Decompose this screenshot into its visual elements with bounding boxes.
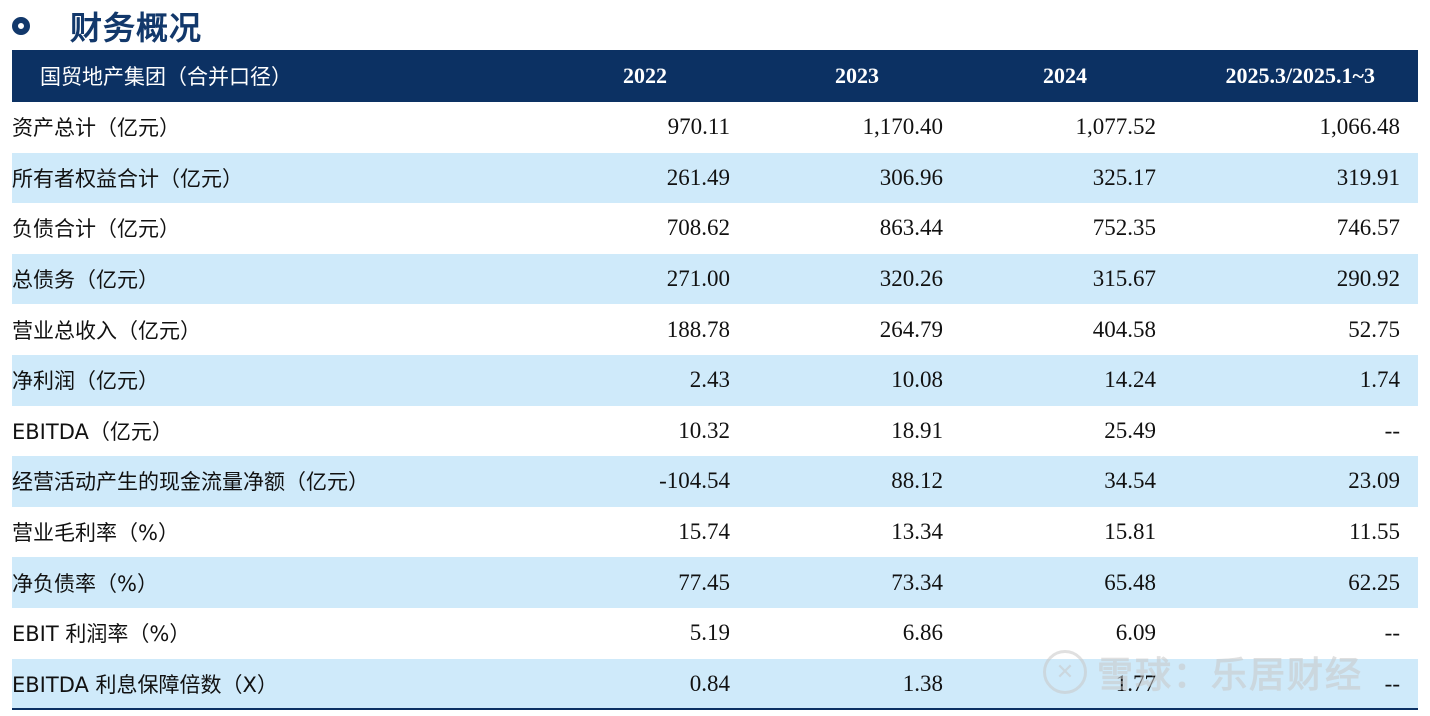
row-value-col3: 325.17 bbox=[1092, 164, 1156, 190]
row-value-col4: 52.75 bbox=[1348, 316, 1400, 342]
row-value-col4: -- bbox=[1384, 620, 1400, 646]
section-title: 财务概况 bbox=[70, 9, 203, 47]
row-value-col3: 65.48 bbox=[1104, 569, 1156, 595]
row-value-col2: 88.12 bbox=[891, 468, 943, 494]
table-header-row: 国贸地产集团（合并口径） 2022 2023 2024 2025.3/2025.… bbox=[12, 50, 1418, 102]
table-row: 所有者权益合计（亿元） 261.49 306.96 325.17 319.91 bbox=[12, 152, 1418, 204]
row-value-col2: 863.44 bbox=[879, 215, 943, 241]
row-value-col1: 77.45 bbox=[678, 569, 730, 595]
row-label: 净负债率（%） bbox=[12, 571, 158, 596]
row-value-col4: 11.55 bbox=[1349, 519, 1400, 545]
row-value-col4: 1.74 bbox=[1359, 367, 1400, 393]
row-value-col2: 306.96 bbox=[879, 164, 943, 190]
row-value-col2: 10.08 bbox=[891, 367, 943, 393]
row-value-col4: 319.91 bbox=[1336, 164, 1400, 190]
section-header: 财务概况 bbox=[12, 4, 202, 48]
header-period-2025: 2025.3/2025.1~3 bbox=[1225, 63, 1375, 88]
row-label: 营业毛利率（%） bbox=[12, 521, 179, 546]
row-value-col1: 271.00 bbox=[666, 266, 730, 292]
row-value-col2: 264.79 bbox=[879, 316, 943, 342]
row-value-col1: 708.62 bbox=[666, 215, 730, 241]
row-value-col3: 25.49 bbox=[1104, 417, 1156, 443]
row-value-col1: 970.11 bbox=[667, 114, 730, 140]
watermark: ✕ 雪球：乐居财经 bbox=[1043, 648, 1363, 696]
row-value-col4: 1,066.48 bbox=[1319, 114, 1401, 140]
row-value-col1: 10.32 bbox=[678, 417, 730, 443]
table-row: 净负债率（%） 77.45 73.34 65.48 62.25 bbox=[12, 557, 1418, 608]
row-label: 净利润（亿元） bbox=[12, 369, 159, 394]
watermark-text: 雪球：乐居财经 bbox=[1097, 655, 1364, 696]
table-row: 负债合计（亿元） 708.62 863.44 752.35 746.57 bbox=[12, 203, 1418, 254]
table-row: 营业总收入（亿元） 188.78 264.79 404.58 52.75 bbox=[12, 304, 1418, 355]
snowball-logo-icon: ✕ bbox=[1043, 650, 1087, 694]
row-value-col2: 73.34 bbox=[891, 569, 943, 595]
row-label: 负债合计（亿元） bbox=[12, 217, 180, 242]
row-label: 营业总收入（亿元） bbox=[12, 318, 201, 343]
ring-bullet-icon bbox=[12, 17, 30, 35]
row-label: EBITDA（亿元） bbox=[12, 419, 173, 444]
row-value-col3: 6.09 bbox=[1115, 620, 1156, 646]
row-label: 总债务（亿元） bbox=[12, 268, 159, 293]
row-label: 所有者权益合计（亿元） bbox=[12, 166, 243, 191]
row-label: EBITDA 利息保障倍数（X） bbox=[12, 672, 278, 697]
row-value-col2: 1,170.40 bbox=[862, 114, 944, 140]
row-value-col3: 15.81 bbox=[1104, 519, 1156, 545]
row-value-col2: 13.34 bbox=[891, 519, 943, 545]
header-year-2024: 2024 bbox=[1043, 63, 1087, 88]
row-value-col1: 2.43 bbox=[689, 367, 730, 393]
table-row: EBITDA 利息保障倍数（X） 0.84 1.38 1.77 -- bbox=[12, 658, 1418, 710]
row-value-col1: -104.54 bbox=[659, 468, 730, 494]
row-value-col3: 34.54 bbox=[1104, 468, 1156, 494]
row-value-col2: 1.38 bbox=[902, 670, 943, 696]
table-row: 营业毛利率（%） 15.74 13.34 15.81 11.55 bbox=[12, 507, 1418, 558]
row-label: 资产总计（亿元） bbox=[12, 116, 180, 141]
row-value-col2: 6.86 bbox=[902, 620, 943, 646]
financial-summary-table: 国贸地产集团（合并口径） 2022 2023 2024 2025.3/2025.… bbox=[12, 50, 1418, 710]
row-value-col3: 1,077.52 bbox=[1075, 114, 1157, 140]
header-entity: 国贸地产集团（合并口径） bbox=[40, 65, 292, 89]
row-value-col2: 320.26 bbox=[879, 266, 943, 292]
row-value-col4: -- bbox=[1384, 670, 1400, 696]
row-value-col2: 18.91 bbox=[891, 417, 943, 443]
row-value-col3: 1.77 bbox=[1115, 670, 1156, 696]
header-year-2022: 2022 bbox=[623, 63, 667, 88]
table-row: EBIT 利润率（%） 5.19 6.86 6.09 -- bbox=[12, 608, 1418, 659]
row-value-col4: 290.92 bbox=[1336, 266, 1400, 292]
table-row: 经营活动产生的现金流量净额（亿元） -104.54 88.12 34.54 23.09 bbox=[12, 456, 1418, 507]
table-row: 资产总计（亿元） 970.11 1,170.40 1,077.52 1,066.48 bbox=[12, 102, 1418, 153]
row-value-col4: 746.57 bbox=[1336, 215, 1400, 241]
row-value-col4: 62.25 bbox=[1348, 569, 1400, 595]
row-value-col1: 188.78 bbox=[666, 316, 730, 342]
row-value-col4: 23.09 bbox=[1348, 468, 1400, 494]
row-value-col3: 404.58 bbox=[1092, 316, 1156, 342]
row-value-col3: 752.35 bbox=[1092, 215, 1156, 241]
row-value-col3: 315.67 bbox=[1092, 266, 1156, 292]
header-year-2023: 2023 bbox=[835, 63, 879, 88]
row-value-col1: 5.19 bbox=[689, 620, 730, 646]
row-label: 经营活动产生的现金流量净额（亿元） bbox=[12, 470, 369, 495]
row-value-col1: 261.49 bbox=[666, 164, 730, 190]
table-row: 净利润（亿元） 2.43 10.08 14.24 1.74 bbox=[12, 354, 1418, 406]
row-value-col3: 14.24 bbox=[1104, 367, 1156, 393]
row-value-col1: 0.84 bbox=[689, 670, 730, 696]
table-row: EBITDA（亿元） 10.32 18.91 25.49 -- bbox=[12, 406, 1418, 457]
table-row: 总债务（亿元） 271.00 320.26 315.67 290.92 bbox=[12, 253, 1418, 305]
row-value-col1: 15.74 bbox=[678, 519, 730, 545]
table-bottom-rule bbox=[12, 708, 1418, 710]
row-value-col4: -- bbox=[1384, 417, 1400, 443]
row-label: EBIT 利润率（%） bbox=[12, 622, 191, 647]
